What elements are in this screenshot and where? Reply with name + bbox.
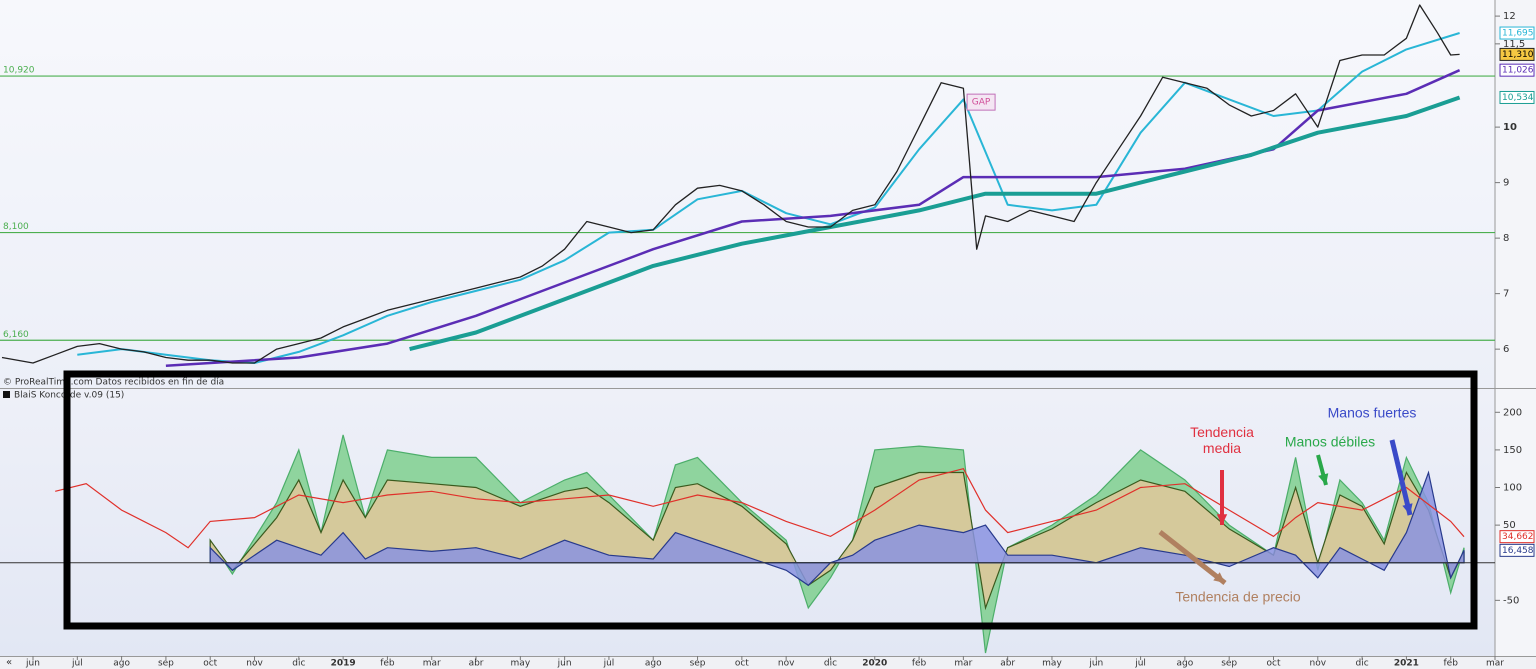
x-tick-label: oct (203, 659, 217, 669)
arrow-head (1402, 503, 1413, 515)
price-line (165, 69, 1461, 368)
price-line (1, 4, 1460, 364)
x-tick-label: feb (380, 659, 395, 669)
scroll-button[interactable]: « (6, 657, 12, 668)
x-tick-label: oct (1266, 659, 1280, 669)
annotation: Manos fuertes (1328, 405, 1417, 421)
arrow-head (1318, 473, 1329, 485)
price-line (409, 95, 1461, 352)
y-tick-label: 9 (1503, 178, 1509, 189)
x-tick-label: sep (690, 659, 706, 669)
annotation-box (966, 93, 996, 111)
x-tick-label: mar (954, 659, 972, 669)
line (55, 468, 1465, 549)
last-value-label: 10,534 (1502, 93, 1534, 103)
last-value-label: 16,458 (1502, 546, 1534, 556)
annotation: GAP (972, 98, 991, 108)
x-tick-label: sep (1221, 659, 1237, 669)
y-tick-label: 6 (1503, 344, 1509, 355)
x-tick-label: dic (824, 659, 837, 669)
x-tick-label: nov (778, 659, 795, 669)
y-tick-label: 7 (1503, 289, 1509, 300)
y-tick-label: 8 (1503, 233, 1509, 244)
annotation: Tendencia de precio (1175, 589, 1301, 605)
x-tick-label: abr (1000, 659, 1015, 669)
x-tick-label: nov (1310, 659, 1327, 669)
y-tick-label: 12 (1503, 11, 1516, 22)
x-tick-label: feb (1443, 659, 1458, 669)
last-value-label: 11,310 (1502, 50, 1534, 60)
arrow-head (1216, 514, 1228, 525)
x-tick-label: 2019 (331, 659, 356, 669)
last-value-box (1499, 543, 1535, 557)
last-value-box (1499, 90, 1535, 104)
x-tick-label: nov (246, 659, 263, 669)
x-tick-label: dic (292, 659, 305, 669)
x-tick-label: ago (1177, 659, 1194, 669)
x-tick-label: ago (645, 659, 662, 669)
area (209, 471, 1465, 611)
x-tick-label: may (1042, 659, 1062, 669)
y-tick-label: 150 (1503, 445, 1522, 456)
last-value-box (1499, 26, 1535, 40)
last-value-box (1499, 47, 1535, 61)
x-tick-label: jun (25, 659, 40, 669)
x-tick-label: jun (1088, 659, 1103, 669)
x-tick-label: abr (469, 659, 484, 669)
x-tick-label: mar (1486, 659, 1504, 669)
x-tick-label: 2020 (862, 659, 887, 669)
x-tick-label: 2021 (1394, 659, 1419, 669)
price-line (77, 32, 1460, 364)
level-label: 10,920 (3, 66, 35, 76)
annotation: Tendencia media (1190, 424, 1254, 456)
last-value-box (1499, 530, 1535, 544)
area (209, 470, 1465, 587)
last-value-box (1499, 63, 1535, 77)
x-tick-label: jun (557, 659, 572, 669)
x-tick-label: ago (113, 659, 130, 669)
arrow (1158, 530, 1227, 585)
y-tick-label: 10 (1503, 122, 1517, 133)
y-tick-label: 100 (1503, 483, 1522, 494)
x-tick-label: sep (158, 659, 174, 669)
annotation: Manos débiles (1285, 434, 1375, 450)
y-tick-label: -50 (1503, 595, 1519, 606)
x-axis (0, 656, 1536, 669)
legend-swatch (3, 391, 10, 398)
x-tick-label: may (511, 659, 531, 669)
x-tick-label: feb (912, 659, 927, 669)
x-tick-label: mar (423, 659, 441, 669)
last-value-label: 11,695 (1502, 29, 1534, 39)
y-tick-label: 50 (1503, 520, 1516, 531)
y-tick-label: 200 (1503, 407, 1522, 418)
credit: © ProRealTime.com Datos recibidos en fin… (3, 378, 224, 388)
arrow-head (1213, 572, 1225, 583)
x-tick-label: oct (735, 659, 749, 669)
x-tick-label: jul (1134, 659, 1146, 669)
y-tick-label: 11,5 (1503, 39, 1525, 50)
highlight-box (63, 370, 1478, 630)
x-tick-label: jul (603, 659, 615, 669)
last-value-label: 34,662 (1502, 532, 1534, 542)
level-label: 6,160 (3, 330, 29, 340)
level-label: 8,100 (3, 222, 29, 232)
x-tick-label: jul (71, 659, 83, 669)
last-value-label: 11,026 (1502, 66, 1534, 76)
x-tick-label: dic (1356, 659, 1369, 669)
arrow (1389, 439, 1413, 516)
